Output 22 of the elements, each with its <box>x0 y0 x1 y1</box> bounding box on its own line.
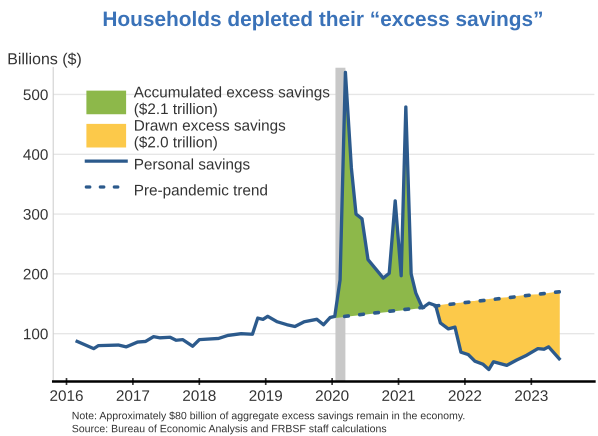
line-series <box>75 70 561 372</box>
x-tick-label: 2017 <box>116 390 150 402</box>
legend-label: Drawn excess savings ($2.0 trillion) <box>134 120 286 150</box>
text: Note: Approximately $80 billion of aggregate excess savings remain in the economy. <box>72 411 464 422</box>
y-tick-label: 100 <box>24 328 48 340</box>
x-tick-label: 2022 <box>448 390 482 402</box>
legend-label: Accumulated excess savings ($2.1 trillion) <box>134 86 330 118</box>
y-tick-label: 300 <box>23 208 48 220</box>
x-tick-label: 2023 <box>515 390 548 402</box>
chart-title: Households depleted their “excess savings” <box>104 10 542 30</box>
x-tick-label: 2018 <box>183 390 216 402</box>
x-tick-label: 2021 <box>382 390 415 402</box>
y-axis-title: Billions ($) <box>8 52 81 68</box>
x-tick-label: 2019 <box>249 390 282 402</box>
legend-label: Personal savings <box>135 158 250 173</box>
y-tick-label: 400 <box>23 149 48 160</box>
y-tick-label: 500 <box>23 89 48 100</box>
y-tick-label: 200 <box>24 268 48 280</box>
x-tick-label: 2016 <box>50 390 83 402</box>
legend-label: Pre-pandemic trend <box>135 184 267 198</box>
source-note: Source: Bureau of Economic Analysis and FRBSF staff calculations <box>72 424 386 434</box>
x-tick-label: 2020 <box>316 390 349 402</box>
